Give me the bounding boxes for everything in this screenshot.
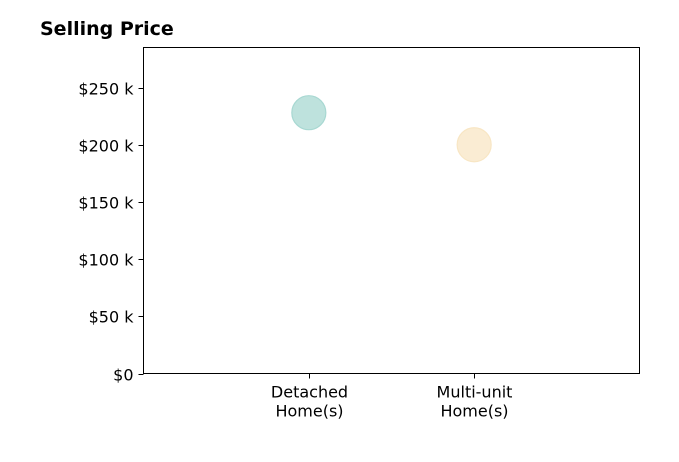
x-axis: Detached Home(s)Multi-unit Home(s) <box>271 373 513 421</box>
data-points <box>291 95 492 163</box>
x-tick-label-line: Detached <box>271 383 348 402</box>
chart-title: Selling Price <box>40 18 174 40</box>
y-tick-label: $0 <box>113 366 133 385</box>
x-tick-label: Detached Home(s) <box>271 383 348 421</box>
y-tick-label: $50 k <box>89 308 135 327</box>
y-tick-label: $150 k <box>78 194 134 213</box>
y-tick-label: $100 k <box>78 251 134 270</box>
x-tick-label-line: Home(s) <box>275 402 343 421</box>
y-tick-label: $200 k <box>78 137 134 156</box>
y-axis: $0 $50 k $100 k $150 k $200 k $250 k <box>78 80 144 385</box>
x-tick-label-line: Multi-unit <box>437 383 513 402</box>
x-tick-label-line: Home(s) <box>440 402 508 421</box>
plot-area-frame <box>143 47 640 374</box>
data-point <box>291 95 327 131</box>
y-tick-label: $250 k <box>78 80 134 99</box>
x-tick-label: Multi-unit Home(s) <box>437 383 513 421</box>
data-point <box>456 127 492 163</box>
